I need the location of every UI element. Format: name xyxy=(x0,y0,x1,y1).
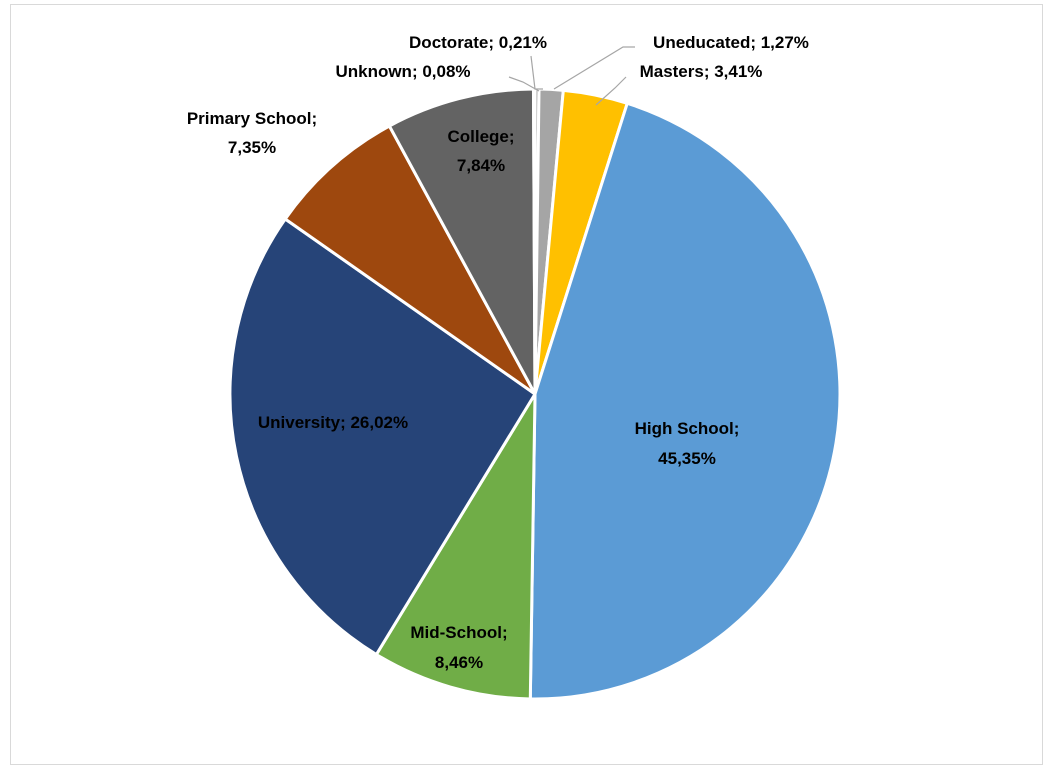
pie-slices xyxy=(228,87,842,701)
data-label-college: College; 7,84% xyxy=(447,127,514,175)
slice-university xyxy=(228,217,537,656)
data-label-university: University; 26,02% xyxy=(258,413,408,432)
slice-mid-school xyxy=(374,392,537,701)
slice-high-school xyxy=(528,101,842,701)
slice-college xyxy=(387,87,537,396)
data-label-mid-school: Mid-School; 8,46% xyxy=(410,623,507,672)
slice-unknown xyxy=(531,87,537,396)
data-label-unknown: Unknown; 0,08% xyxy=(335,62,470,81)
data-label-primary-school: Primary School; 7,35% xyxy=(187,109,317,157)
slice-primary-school xyxy=(283,124,537,396)
data-label-uneducated: Uneducated; 1,27% xyxy=(653,33,809,52)
data-label-doctorate: Doctorate; 0,21% xyxy=(409,33,547,52)
data-label-masters: Masters; 3,41% xyxy=(640,62,763,81)
chart-area: Doctorate; 0,21% Uneducated; 1,27% Masters… xyxy=(10,4,1043,765)
data-labels: Doctorate; 0,21% Uneducated; 1,27% Masters… xyxy=(187,33,809,672)
leader-line-doctorate xyxy=(530,55,543,90)
pie-chart: Doctorate; 0,21% Uneducated; 1,27% Masters… xyxy=(187,33,842,701)
leader-line-masters xyxy=(595,76,627,106)
data-label-high-school: High School; 45,35% xyxy=(635,419,740,468)
leader-line-unknown xyxy=(508,76,540,92)
leader-line-uneducated xyxy=(553,46,635,90)
leader-lines xyxy=(508,46,635,106)
